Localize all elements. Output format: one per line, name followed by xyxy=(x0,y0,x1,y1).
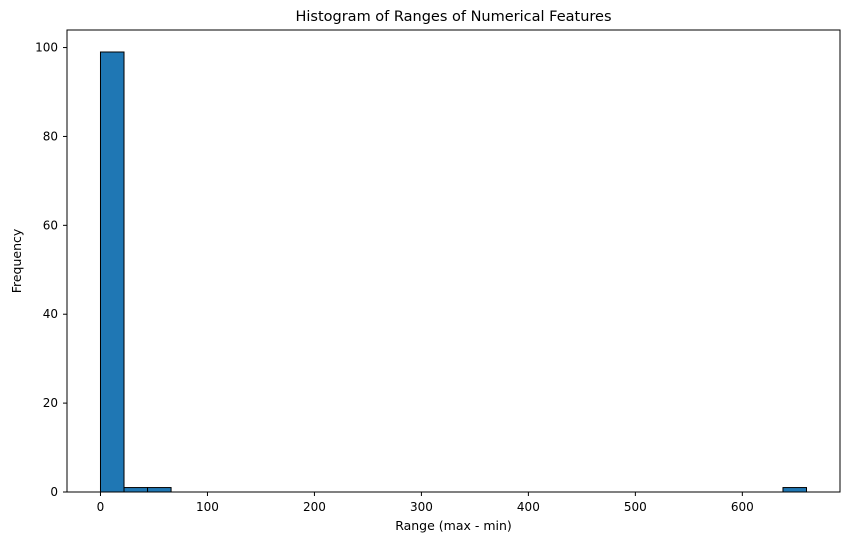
x-axis-ticks: 0 100 200 300 400 500 600 xyxy=(97,492,754,514)
histogram-bar-0 xyxy=(99,51,125,493)
x-tick-label: 0 xyxy=(97,500,105,514)
y-tick-label: 100 xyxy=(35,41,58,55)
histogram-bar-29 xyxy=(782,487,808,493)
histogram-bars xyxy=(99,51,808,493)
histogram-bar-1 xyxy=(123,487,149,493)
x-tick-label: 500 xyxy=(624,500,647,514)
x-tick-label: 300 xyxy=(410,500,433,514)
y-axis-label: Frequency xyxy=(9,228,24,293)
x-axis-label: Range (max - min) xyxy=(395,518,512,533)
x-tick-label: 200 xyxy=(303,500,326,514)
y-tick-label: 80 xyxy=(43,129,58,143)
y-tick-label: 60 xyxy=(43,218,58,232)
x-tick-label: 100 xyxy=(196,500,219,514)
y-tick-label: 20 xyxy=(43,396,58,410)
y-tick-label: 0 xyxy=(50,485,58,499)
chart-title: Histogram of Ranges of Numerical Feature… xyxy=(295,9,611,25)
y-tick-label: 40 xyxy=(43,307,58,321)
x-tick-label: 400 xyxy=(517,500,540,514)
x-tick-label: 600 xyxy=(731,500,754,514)
histogram-bar-2 xyxy=(147,487,172,493)
plot-background xyxy=(67,30,840,492)
plot-frame xyxy=(66,29,841,493)
y-axis-ticks: 0 20 40 60 80 100 xyxy=(35,41,67,499)
